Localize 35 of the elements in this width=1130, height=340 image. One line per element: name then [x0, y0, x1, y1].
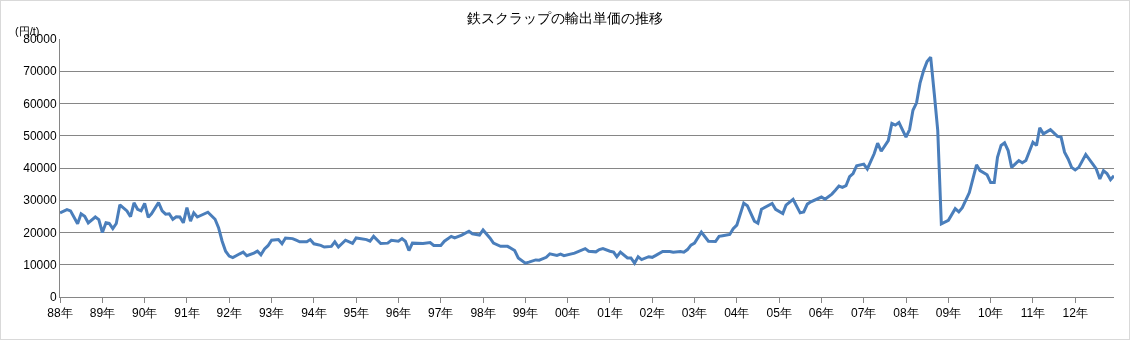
x-tick-label: 97年	[428, 306, 454, 321]
x-tick-label: 07年	[851, 306, 877, 321]
x-tick-label: 06年	[808, 306, 835, 321]
x-tick-label: 91年	[174, 306, 200, 321]
x-tick-label: 02年	[639, 306, 665, 321]
y-tick-label: 50000	[23, 128, 57, 143]
x-tick-label: 12年	[1062, 306, 1088, 321]
x-tick-label: 94年	[301, 306, 327, 321]
x-tick-label: 10年	[977, 306, 1004, 321]
line-series	[60, 55, 1114, 265]
x-tick-label: 08年	[893, 306, 919, 321]
y-tick-label: 60000	[23, 96, 57, 111]
x-tick-label: 99年	[512, 306, 539, 321]
x-tick-label: 01年	[597, 306, 623, 321]
x-tick-label: 05年	[766, 306, 792, 321]
y-tick-label: 40000	[23, 161, 57, 176]
y-tick-label: 30000	[23, 193, 57, 208]
y-tick-label: 0	[49, 290, 57, 305]
y-tick-label: 20000	[23, 225, 57, 240]
x-tick-label: 95年	[343, 306, 369, 321]
x-tick-label: 09年	[935, 306, 962, 321]
x-tick-label: 89年	[89, 306, 116, 321]
x-tick-label: 11年	[1020, 306, 1046, 321]
x-tick-label: 88年	[47, 306, 73, 321]
x-tick-label: 90年	[131, 306, 158, 321]
chart-title: 鉄スクラップの輸出単価の推移	[467, 9, 663, 26]
x-tick-label: 98年	[470, 306, 496, 321]
y-tick-label: 70000	[23, 64, 57, 79]
x-tick-label: 92年	[216, 306, 242, 321]
x-tick-label: 93年	[258, 306, 285, 321]
x-tick-label: 96年	[385, 306, 412, 321]
x-tick-label: 04年	[724, 306, 750, 321]
y-tick-label: 10000	[23, 257, 57, 272]
x-tick-label: 03年	[681, 306, 708, 321]
x-tick-label: 00年	[554, 306, 581, 321]
